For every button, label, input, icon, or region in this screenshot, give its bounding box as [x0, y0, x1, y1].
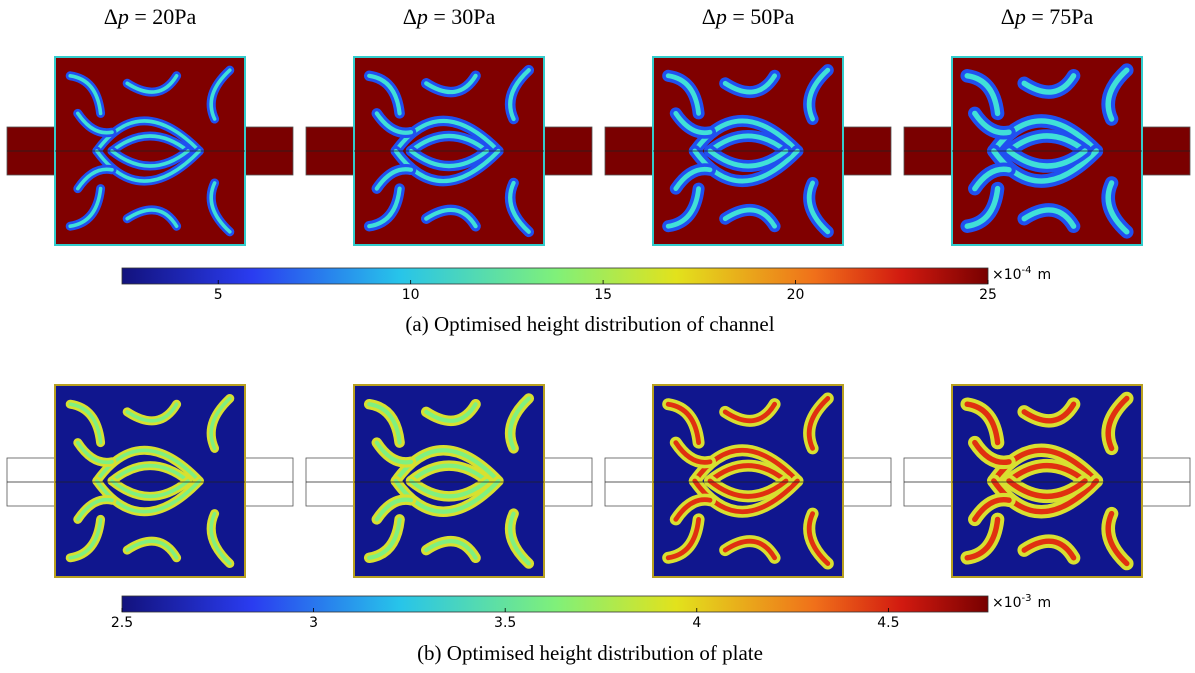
- page: {"columns": [ {"delta": "Δ", "variable":…: [0, 0, 1195, 673]
- colorbar: [122, 268, 988, 284]
- tick-label: 10: [402, 287, 420, 303]
- tick-label: 4.5: [877, 615, 899, 631]
- tick-label: 15: [594, 287, 612, 303]
- tick-label: 25: [979, 287, 997, 303]
- column-header: Δp = 20Pa: [104, 4, 197, 29]
- tick-label: 5: [214, 287, 223, 303]
- tick-label: 3.5: [494, 615, 516, 631]
- header-part: Δ: [702, 4, 716, 29]
- header-part: p: [714, 4, 727, 29]
- colorbar: [122, 596, 988, 612]
- column-header: Δp = 30Pa: [403, 4, 496, 29]
- header-part: Δ: [403, 4, 417, 29]
- unit-prefix: ×10: [992, 595, 1022, 611]
- field-panel: [306, 385, 592, 577]
- field-panel: [306, 57, 592, 245]
- figure: Δp = 20PaΔp = 30PaΔp = 50PaΔp = 75Pa5101…: [0, 0, 1195, 673]
- column-header: Δp = 50Pa: [702, 4, 795, 29]
- tick-label: 20: [787, 287, 805, 303]
- header-part: p: [1013, 4, 1026, 29]
- caption: (b) Optimised height distribution of pla…: [417, 641, 763, 665]
- tick-label: 4: [692, 615, 701, 631]
- header-part: = 75Pa: [1026, 4, 1094, 29]
- header-part: Δ: [104, 4, 118, 29]
- unit-label: ×10-3 m: [992, 593, 1051, 611]
- header-part: = 50Pa: [727, 4, 795, 29]
- unit-exponent: -4: [1022, 265, 1032, 276]
- caption: (a) Optimised height distribution of cha…: [405, 312, 774, 336]
- body: Δp = 20PaΔp = 30PaΔp = 50PaΔp = 75Pa5101…: [0, 0, 1195, 673]
- header-part: = 30Pa: [428, 4, 496, 29]
- header-part: p: [415, 4, 428, 29]
- unit-exponent: -3: [1022, 593, 1032, 604]
- header-part: p: [116, 4, 129, 29]
- field-panel: [904, 385, 1190, 577]
- field-panel: [904, 57, 1190, 245]
- field-panel: [7, 57, 293, 245]
- unit-prefix: ×10: [992, 267, 1022, 283]
- header-part: = 20Pa: [129, 4, 197, 29]
- field-panel: [605, 385, 891, 577]
- unit-label: ×10-4 m: [992, 265, 1051, 283]
- unit: m: [1038, 595, 1052, 611]
- column-header: Δp = 75Pa: [1001, 4, 1094, 29]
- tick-label: 3: [309, 615, 318, 631]
- field-panel: [7, 385, 293, 577]
- unit: m: [1038, 267, 1052, 283]
- tick-label: 2.5: [111, 615, 133, 631]
- header-part: Δ: [1001, 4, 1015, 29]
- field-panel: [605, 57, 891, 245]
